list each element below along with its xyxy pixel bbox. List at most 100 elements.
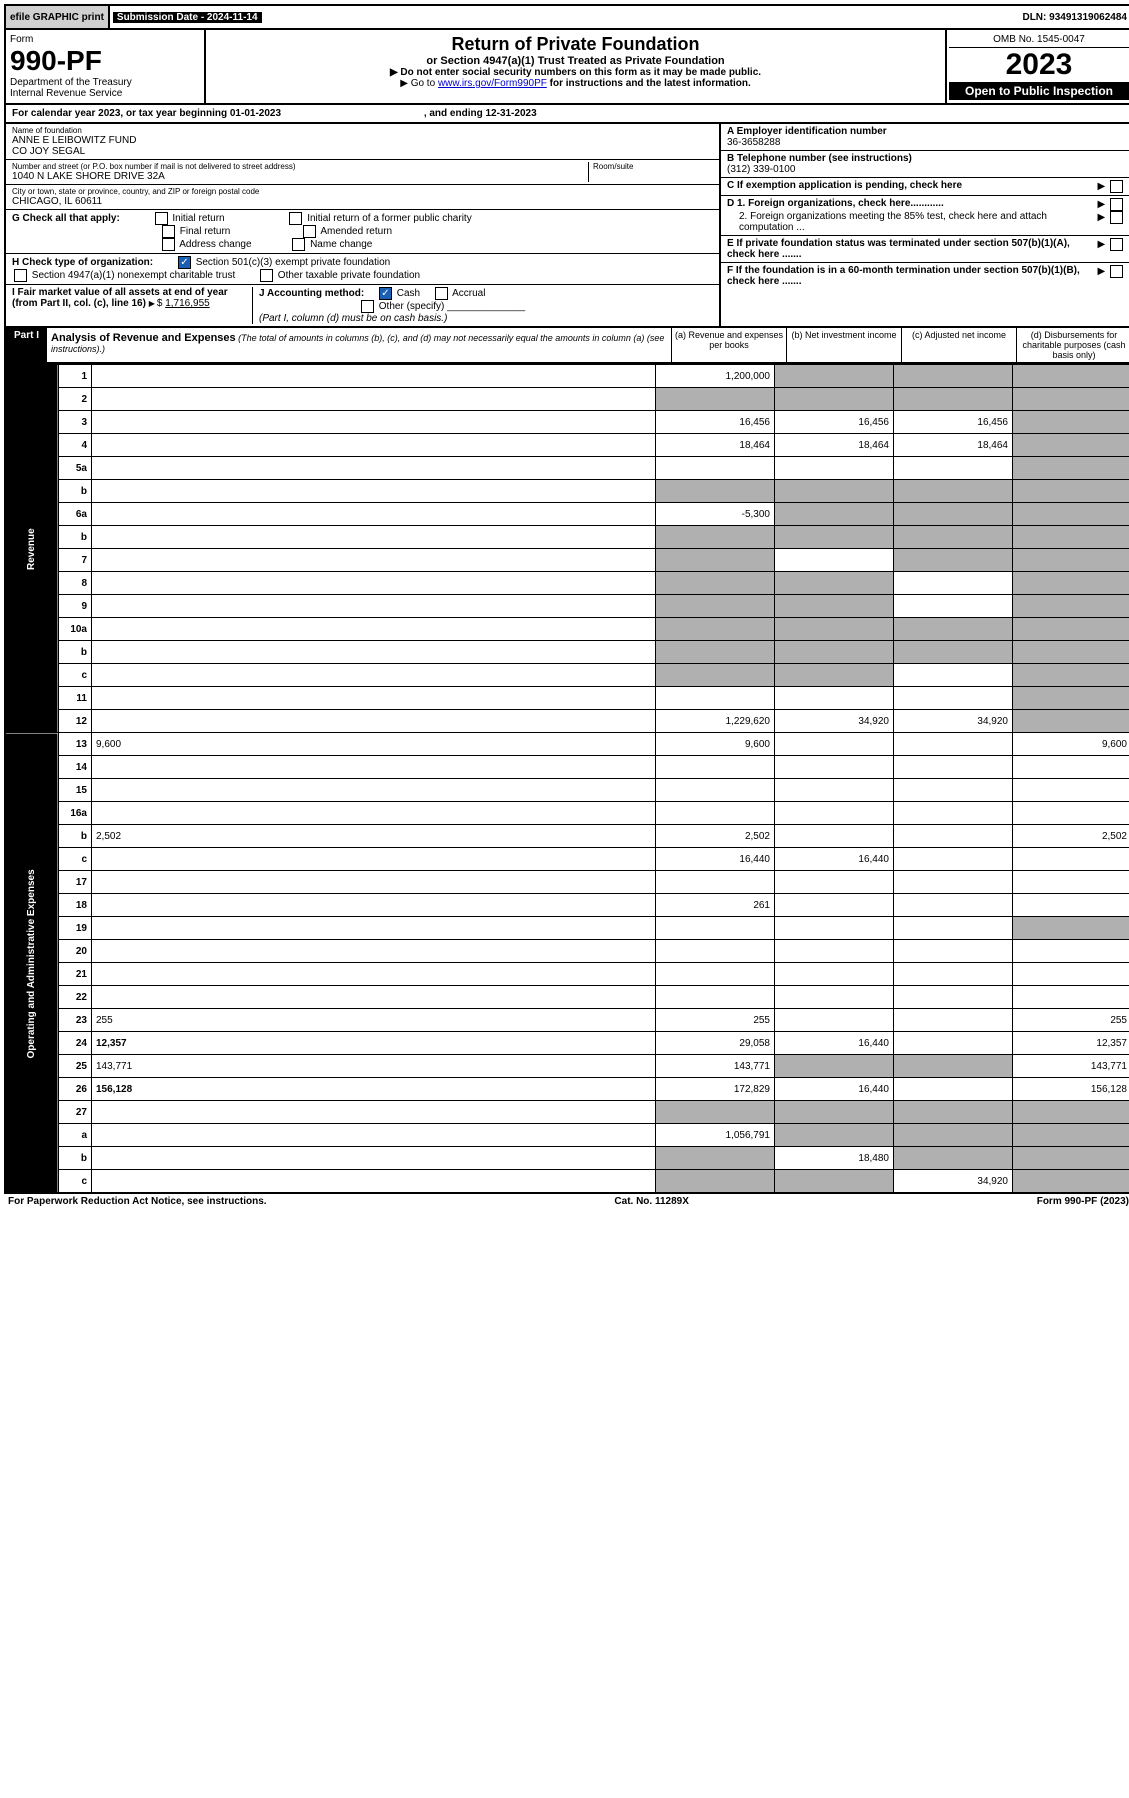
row-number: 19 (59, 917, 92, 940)
row-number: 3 (59, 411, 92, 434)
check-e[interactable] (1110, 238, 1123, 251)
row-number: 5a (59, 457, 92, 480)
row-description (92, 894, 656, 917)
efile-print-button[interactable]: efile GRAPHIC print (6, 6, 110, 28)
check-amended[interactable] (303, 225, 316, 238)
cell-d (1013, 365, 1129, 388)
col-c-header: (c) Adjusted net income (901, 328, 1016, 362)
cell-c (894, 664, 1013, 687)
cell-b (775, 526, 894, 549)
row-number: 18 (59, 894, 92, 917)
cell-d (1013, 963, 1129, 986)
cell-d (1013, 480, 1129, 503)
cell-a: 2,502 (656, 825, 775, 848)
table-row: Revenue11,200,000 (5, 365, 1129, 388)
irs-link[interactable]: www.irs.gov/Form990PF (438, 78, 547, 89)
d2-label: 2. Foreign organizations meeting the 85%… (727, 211, 1098, 233)
h-label: H Check type of organization: (12, 257, 153, 268)
check-final-return[interactable] (162, 225, 175, 238)
cell-b (775, 963, 894, 986)
check-cash[interactable] (379, 287, 392, 300)
c-label: C If exemption application is pending, c… (727, 180, 1098, 193)
cell-a (656, 687, 775, 710)
row-description (92, 779, 656, 802)
form-number: 990-PF (10, 45, 200, 77)
cell-d (1013, 503, 1129, 526)
form-header: Form 990-PF Department of the Treasury I… (4, 30, 1129, 105)
cell-c (894, 963, 1013, 986)
row-description (92, 572, 656, 595)
cell-b (775, 986, 894, 1009)
check-initial-return[interactable] (155, 212, 168, 225)
row-description (92, 756, 656, 779)
city-label: City or town, state or province, country… (12, 187, 713, 196)
cell-d: 255 (1013, 1009, 1129, 1032)
table-row: 16a (5, 802, 1129, 825)
row-number: c (59, 664, 92, 687)
table-row: b (5, 641, 1129, 664)
form-word: Form (10, 34, 200, 45)
cell-a (656, 940, 775, 963)
phone-value: (312) 339-0100 (727, 164, 1125, 175)
table-row: 5a (5, 457, 1129, 480)
cell-d (1013, 1147, 1129, 1170)
cell-a: 172,829 (656, 1078, 775, 1101)
row-description: 255 (92, 1009, 656, 1032)
check-name-change[interactable] (292, 238, 305, 251)
row-number: 15 (59, 779, 92, 802)
check-d2[interactable] (1110, 211, 1123, 224)
table-row: 7 (5, 549, 1129, 572)
city-state-zip: CHICAGO, IL 60611 (12, 196, 713, 207)
check-initial-former[interactable] (289, 212, 302, 225)
check-accrual[interactable] (435, 287, 448, 300)
row-description (92, 411, 656, 434)
cell-c: 34,920 (894, 1170, 1013, 1194)
cell-b (775, 779, 894, 802)
check-c[interactable] (1110, 180, 1123, 193)
row-description (92, 641, 656, 664)
cell-c (894, 756, 1013, 779)
cell-c (894, 572, 1013, 595)
cell-a (656, 480, 775, 503)
row-number: c (59, 1170, 92, 1194)
check-501c3[interactable] (178, 256, 191, 269)
check-other-method[interactable] (361, 300, 374, 313)
row-description (92, 1147, 656, 1170)
cell-b: 16,440 (775, 1032, 894, 1055)
cell-c (894, 894, 1013, 917)
cell-c (894, 388, 1013, 411)
table-row: 11 (5, 687, 1129, 710)
form-title: Return of Private Foundation (210, 34, 941, 55)
revenue-side-label: Revenue (5, 365, 59, 733)
check-other-taxable[interactable] (260, 269, 273, 282)
check-address-change[interactable] (162, 238, 175, 251)
cell-b (775, 871, 894, 894)
dln: DLN: 93491319062484 (1018, 12, 1129, 23)
table-row: 6a-5,300 (5, 503, 1129, 526)
cell-a: 29,058 (656, 1032, 775, 1055)
cell-a (656, 986, 775, 1009)
row-description (92, 963, 656, 986)
row-number: 10a (59, 618, 92, 641)
cell-b (775, 894, 894, 917)
table-row: 19 (5, 917, 1129, 940)
cell-d: 143,771 (1013, 1055, 1129, 1078)
cell-a: 9,600 (656, 733, 775, 756)
table-row: 17 (5, 871, 1129, 894)
check-d1[interactable] (1110, 198, 1123, 211)
table-row: 23255255255 (5, 1009, 1129, 1032)
check-4947[interactable] (14, 269, 27, 282)
cell-d (1013, 779, 1129, 802)
cell-a (656, 664, 775, 687)
row-number: a (59, 1124, 92, 1147)
cell-a: 261 (656, 894, 775, 917)
cell-c (894, 871, 1013, 894)
row-description (92, 1124, 656, 1147)
cell-b: 18,480 (775, 1147, 894, 1170)
dept-treasury: Department of the Treasury (10, 77, 200, 88)
check-f[interactable] (1110, 265, 1123, 278)
table-row: 316,45616,45616,456 (5, 411, 1129, 434)
cell-a (656, 871, 775, 894)
cell-c (894, 457, 1013, 480)
cell-a (656, 526, 775, 549)
